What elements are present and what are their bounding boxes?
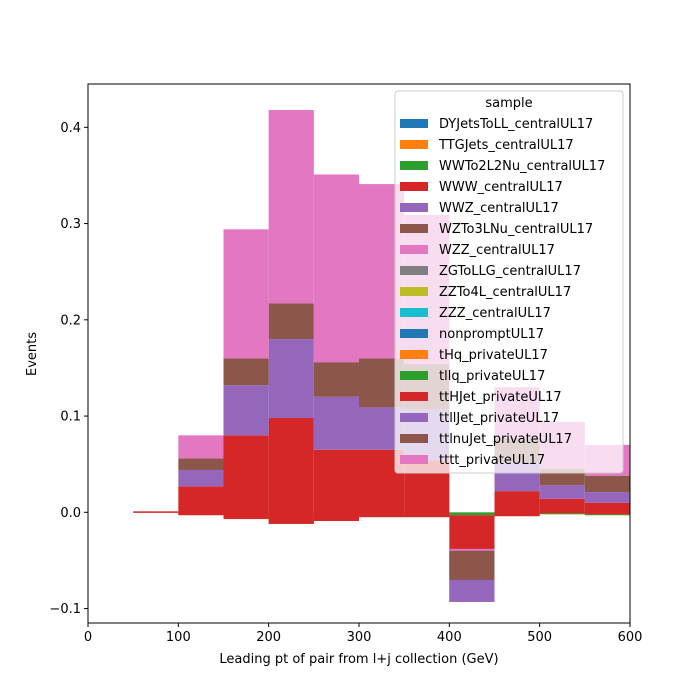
legend-swatch-WZZ_centralUL17	[400, 245, 428, 254]
y-tick-label-3: 0.2	[60, 313, 81, 328]
x-tick-label-600: 600	[618, 630, 643, 645]
legend-swatch-nonpromptUL17	[400, 329, 428, 338]
y-tick-label-0: −0.1	[49, 602, 81, 617]
y-tick-label-2: 0.1	[60, 410, 81, 425]
bar-ttHJet_privateUL17-bin-11	[584, 502, 630, 515]
legend-label-WZZ_centralUL17: WZZ_centralUL17	[439, 243, 555, 258]
x-tick-label-400: 400	[437, 630, 462, 645]
legend-swatch-ZGToLLG_centralUL17	[400, 266, 428, 275]
bar-tttt_privateUL17-bin-5	[313, 174, 359, 363]
legend-swatch-ZZTo4L_centralUL17	[400, 287, 428, 296]
legend-swatch-ttlnuJet_privateUL17	[400, 434, 428, 443]
bar-ttHJet_privateUL17-bin-4	[268, 417, 314, 524]
legend-label-tHq_privateUL17: tHq_privateUL17	[439, 348, 548, 363]
legend-label-tttt_privateUL17: tttt_privateUL17	[439, 453, 545, 468]
x-tick-label-100: 100	[166, 630, 191, 645]
y-axis: −0.1 0.0 0.1 0.2 0.3 0.4	[49, 121, 88, 617]
legend-label-WWTo2L2Nu_centralUL17: WWTo2L2Nu_centralUL17	[439, 159, 605, 174]
legend-label-ZZZ_centralUL17: ZZZ_centralUL17	[439, 306, 551, 321]
legend-swatch-tttt_privateUL17	[400, 455, 428, 464]
bar-tttt_privateUL17-bin-2	[178, 435, 224, 459]
bar-ttlnuJet_privateUL17-bin-3	[223, 358, 269, 386]
legend-label-WWZ_centralUL17: WWZ_centralUL17	[439, 201, 559, 216]
x-axis: 0 100 200 300 400 500 600	[84, 623, 643, 645]
x-tick-label-500: 500	[527, 630, 552, 645]
x-tick-label-300: 300	[347, 630, 372, 645]
bar-tttt_privateUL17-bin-3	[223, 229, 269, 359]
y-tick-label-4: 0.3	[60, 217, 81, 232]
legend-swatch-TTGJets_centralUL17	[400, 140, 428, 149]
x-tick-label-200: 200	[256, 630, 281, 645]
legend-label-WWW_centralUL17: WWW_centralUL17	[439, 180, 563, 195]
legend-swatch-tllq_privateUL17	[400, 371, 428, 380]
legend-swatch-WWTo2L2Nu_centralUL17	[400, 161, 428, 170]
bar-tttt_privateUL17-bin-4	[268, 109, 314, 304]
legend-label-ZGToLLG_centralUL17: ZGToLLG_centralUL17	[439, 264, 581, 279]
bar-WWTo2L2Nu_centralUL17-bin-11	[584, 514, 630, 516]
bar-ttlnuJet_privateUL17-bin-4	[268, 303, 314, 340]
legend-label-tllq_privateUL17: tllq_privateUL17	[439, 369, 545, 384]
legend-label-DYJetsToLL_centralUL17: DYJetsToLL_centralUL17	[439, 117, 593, 132]
bar-ttllJet_privateUL17-bin-11	[584, 492, 630, 503]
legend: sample DYJetsToLL_centralUL17 TTGJets_cen…	[394, 90, 624, 474]
legend-swatch-ttllJet_privateUL17	[400, 413, 428, 422]
bar-ttHJet_privateUL17-bin-2	[178, 486, 224, 516]
y-tick-label-5: 0.4	[60, 121, 81, 136]
legend-label-ttllJet_privateUL17: ttllJet_privateUL17	[439, 411, 559, 426]
x-tick-label-0: 0	[84, 630, 92, 645]
bar-tttt_privateUL17-bin-8	[449, 548, 495, 551]
legend-label-ZZTo4L_centralUL17: ZZTo4L_centralUL17	[439, 285, 571, 300]
bar-ttHJet_privateUL17-bin-5	[313, 449, 359, 521]
bar-ttlnuJet_privateUL17-bin-2	[178, 458, 224, 470]
bar-ttllJet_privateUL17-bin-10	[539, 485, 585, 499]
legend-swatch-ZZZ_centralUL17	[400, 308, 428, 317]
legend-swatch-WWZ_centralUL17	[400, 203, 428, 212]
bar-ttllJet_privateUL17-bin-8	[449, 579, 495, 602]
legend-label-WZTo3LNu_centralUL17: WZTo3LNu_centralUL17	[439, 222, 593, 237]
legend-swatch-WWW_centralUL17	[400, 182, 428, 191]
legend-swatch-tHq_privateUL17	[400, 350, 428, 359]
legend-swatch-DYJetsToLL_centralUL17	[400, 119, 428, 128]
y-axis-label: Events	[25, 332, 40, 376]
legend-label-ttHJet_privateUL17: ttHJet_privateUL17	[439, 390, 562, 405]
bar-ttlnuJet_privateUL17-bin-8	[449, 548, 495, 580]
bar-WWTo2L2Nu_centralUL17-bin-10	[539, 513, 585, 515]
x-axis-label: Leading pt of pair from l+j collection (…	[219, 652, 498, 667]
bar-WWTo2L2Nu_centralUL17-bin-8	[449, 512, 495, 516]
bar-ttllJet_privateUL17-bin-5	[313, 396, 359, 450]
bar-ttlnuJet_privateUL17-bin-5	[313, 362, 359, 397]
legend-label-TTGJets_centralUL17: TTGJets_centralUL17	[438, 138, 574, 153]
bar-ttlnuJet_privateUL17-bin-11	[584, 475, 630, 493]
bar-ttHJet_privateUL17-bin-9	[494, 491, 540, 517]
bar-ttllJet_privateUL17-bin-3	[223, 385, 269, 436]
legend-label-ttlnuJet_privateUL17: ttlnuJet_privateUL17	[439, 432, 572, 447]
y-tick-label-1: 0.0	[60, 506, 81, 521]
bar-ttHJet_privateUL17-bin-10	[539, 498, 585, 514]
bar-ttllJet_privateUL17-bin-4	[268, 339, 314, 418]
legend-swatch-WZTo3LNu_centralUL17	[400, 224, 428, 233]
bar-ttllJet_privateUL17-bin-2	[178, 469, 224, 487]
bar-ttHJet_privateUL17-bin-3	[223, 435, 269, 520]
legend-swatch-ttHJet_privateUL17	[400, 392, 428, 401]
legend-box	[394, 90, 624, 474]
legend-entries: DYJetsToLL_centralUL17 TTGJets_centralUL1…	[400, 117, 605, 468]
legend-title: sample	[485, 96, 532, 111]
legend-label-nonpromptUL17: nonpromptUL17	[439, 327, 544, 342]
